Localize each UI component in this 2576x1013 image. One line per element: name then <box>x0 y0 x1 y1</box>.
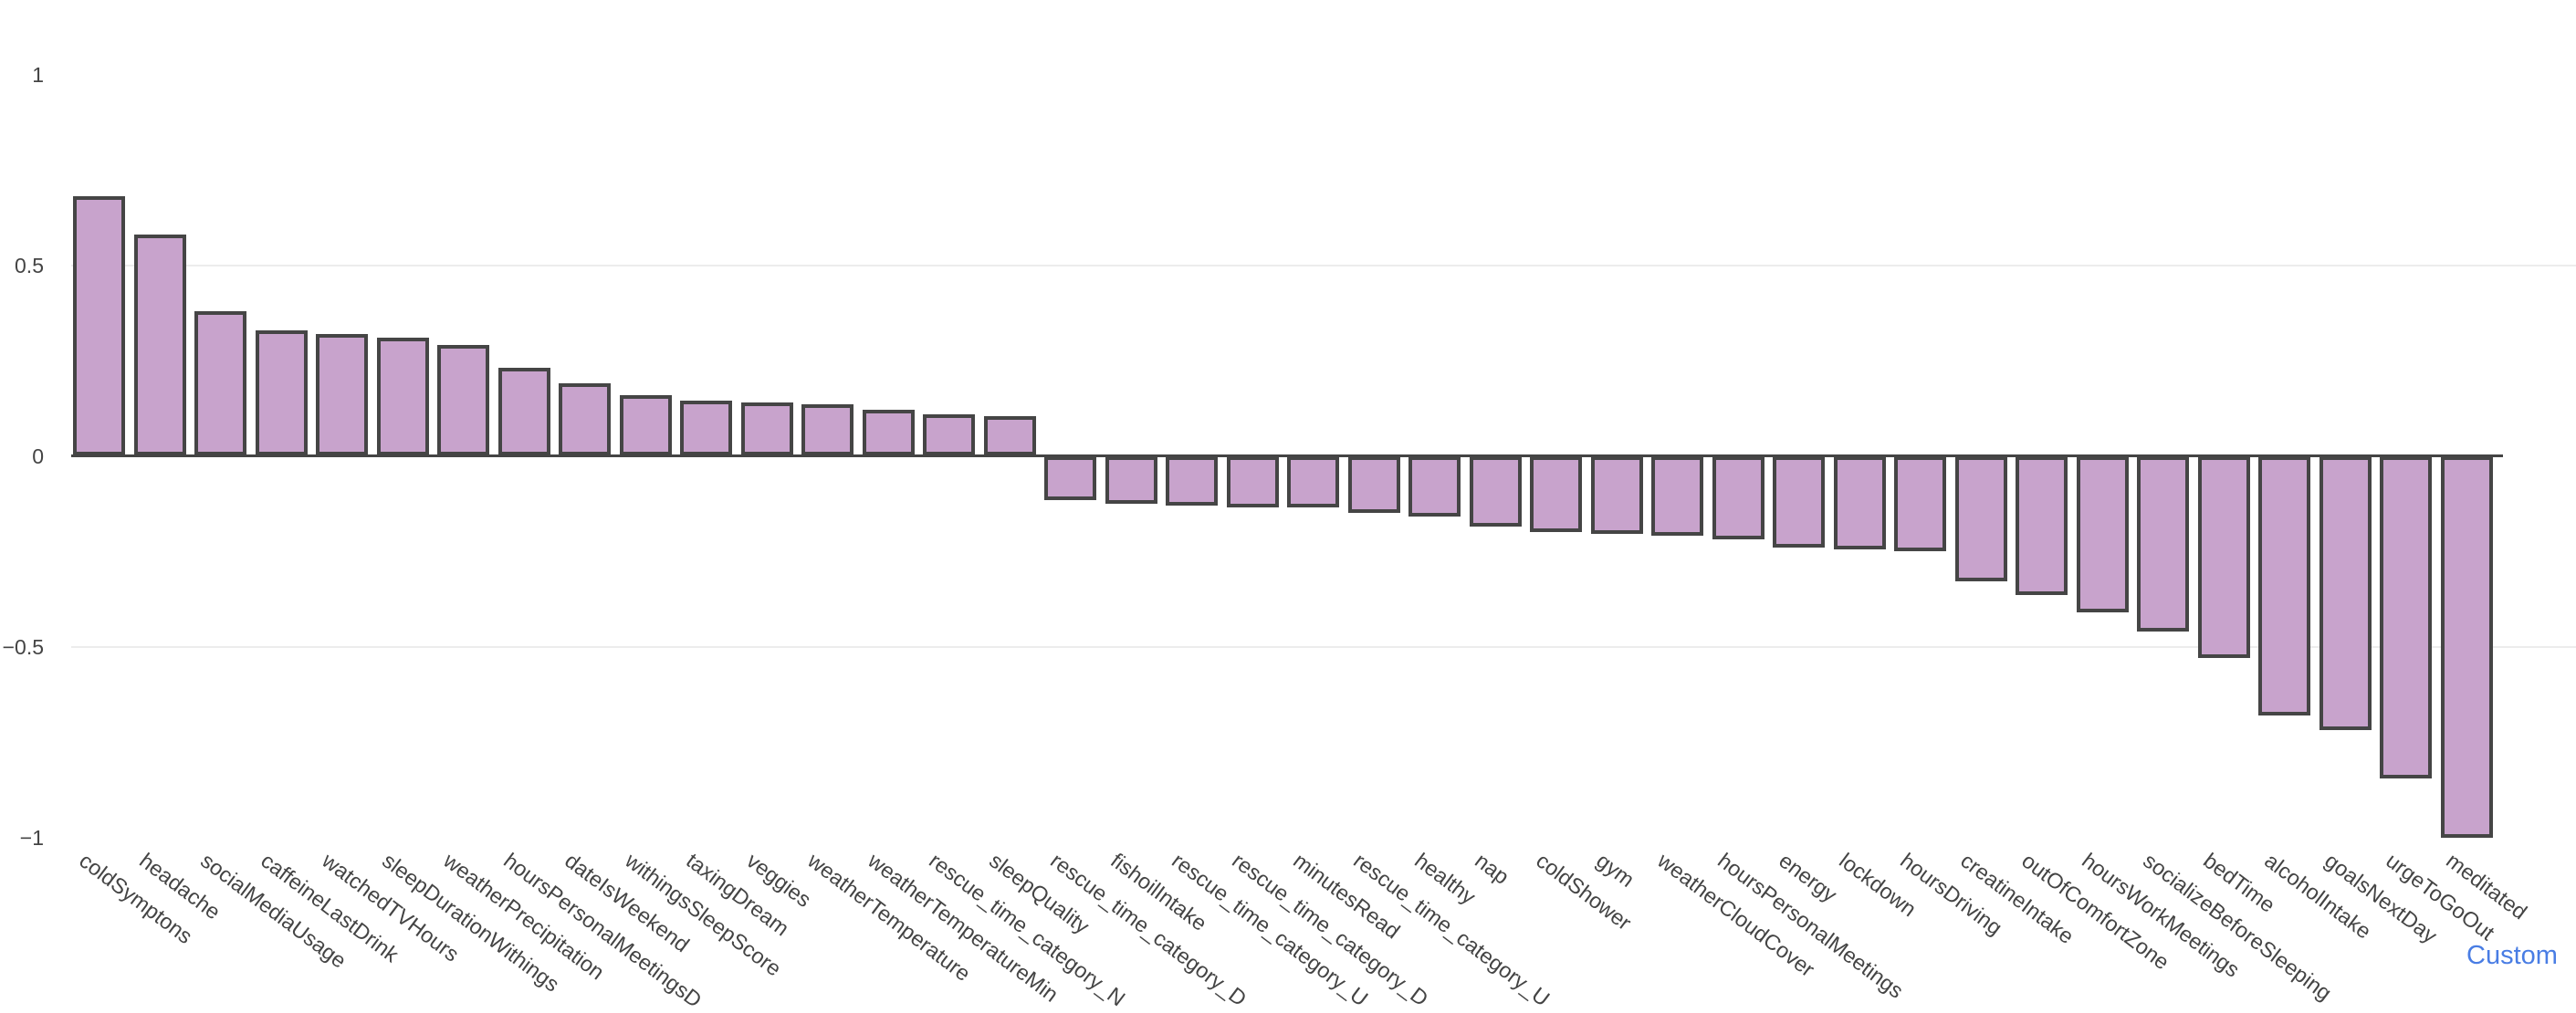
bar-hoursPersonalMeetingsD[interactable] <box>497 368 550 456</box>
bar-creatineIntake[interactable] <box>1954 455 2007 582</box>
gridline-0.5 <box>71 264 2576 266</box>
bar-coldShower[interactable] <box>1530 455 1582 533</box>
bar-bedTime[interactable] <box>2197 455 2250 659</box>
x-tick-label-nap: nap <box>1471 848 1514 889</box>
bar-watchedTVHours[interactable] <box>316 333 368 456</box>
bar-alcoholIntake[interactable] <box>2258 455 2310 715</box>
bar-meditated[interactable] <box>2440 455 2493 838</box>
y-tick-label: 1 <box>32 62 44 87</box>
bar-rescue_time_category_N[interactable] <box>923 413 975 456</box>
correlation-bar-chart: 1 0.5 0 −0.5 −1 coldSymptons headache socialMed… <box>2 62 2576 1012</box>
bar-nap[interactable] <box>1469 455 1522 527</box>
bar-healthy[interactable] <box>1408 455 1461 517</box>
bar-rescue_time_category_D[interactable] <box>1226 455 1279 507</box>
bar-energy[interactable] <box>1773 455 1825 548</box>
bar-fishoilIntake[interactable] <box>1105 455 1157 504</box>
bar-weatherPrecipitation[interactable] <box>437 345 489 456</box>
bar-goalsNextDay[interactable] <box>2319 455 2372 731</box>
bar-rescue_time_category_D[interactable] <box>1044 455 1096 500</box>
bar-hoursWorkMeetings[interactable] <box>2076 455 2129 612</box>
bar-rescue_time_category_U[interactable] <box>1166 455 1218 506</box>
bar-socializeBeforeSleeping[interactable] <box>2137 455 2189 632</box>
x-tick-label-gym: gym <box>1592 848 1639 893</box>
bar-weatherCloudCover[interactable] <box>1651 455 1703 537</box>
bar-caffeineLastDrink[interactable] <box>255 329 308 456</box>
bar-hoursDriving[interactable] <box>1894 455 1946 551</box>
bar-urgeToGoOut[interactable] <box>2380 455 2432 778</box>
gridline--0.5 <box>71 645 2576 648</box>
bar-weatherTemperature[interactable] <box>801 404 853 456</box>
y-tick-label: 0.5 <box>15 253 44 277</box>
bar-gym[interactable] <box>1590 455 1643 535</box>
y-tick-label: −0.5 <box>2 634 44 659</box>
y-tick-label: 0 <box>32 444 44 468</box>
bar-lockdown[interactable] <box>1833 455 1886 549</box>
bar-sleepQuality[interactable] <box>983 415 1036 456</box>
bar-veggies[interactable] <box>740 402 793 456</box>
y-tick-label: −1 <box>19 825 44 850</box>
bar-minutesRead[interactable] <box>1287 455 1339 507</box>
bar-sleepDurationWithings[interactable] <box>376 337 429 456</box>
bar-socialMediaUsage[interactable] <box>194 310 246 456</box>
bar-dateIsWeekend[interactable] <box>559 383 611 456</box>
bar-rescue_time_category_U[interactable] <box>1347 455 1400 514</box>
bar-outOfComfortZone[interactable] <box>2016 455 2068 596</box>
bar-hoursPersonalMeetings[interactable] <box>1712 455 1764 540</box>
bar-taxingDream[interactable] <box>680 400 732 456</box>
bar-withingsSleepScore[interactable] <box>619 394 672 456</box>
customize-link[interactable]: Custom <box>2466 941 2558 970</box>
x-axis-zero-line <box>71 454 2503 457</box>
bar-weatherTemperatureMin[interactable] <box>862 410 915 456</box>
bar-coldSymptons[interactable] <box>73 196 125 456</box>
bar-headache[interactable] <box>133 235 186 456</box>
